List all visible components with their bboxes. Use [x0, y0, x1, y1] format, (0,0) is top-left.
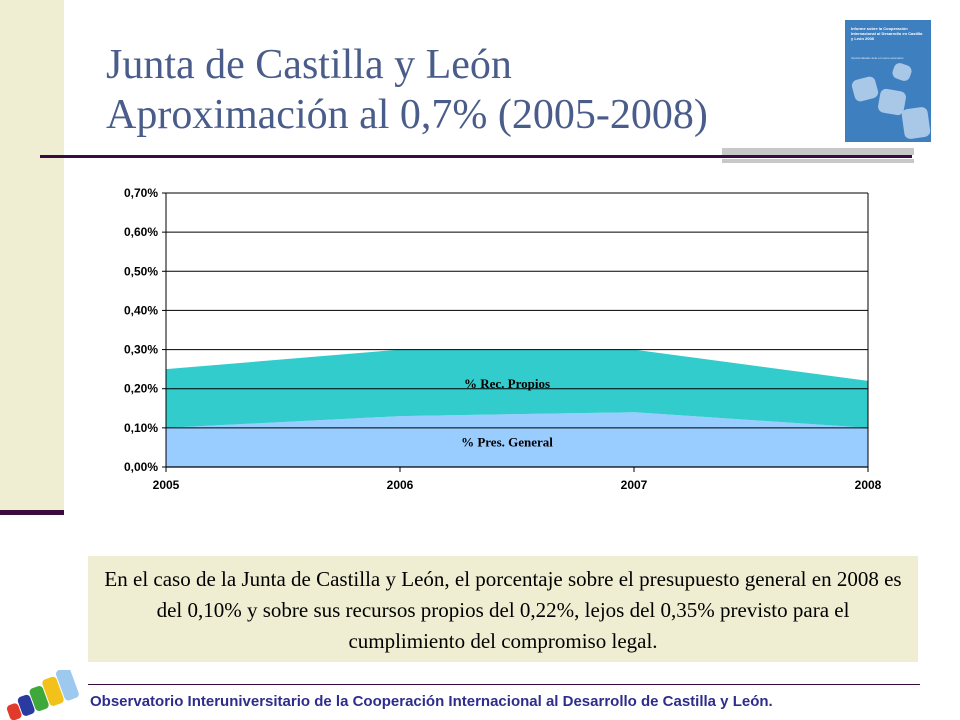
y-tick-label: 0,30% — [124, 343, 158, 357]
title-line-2: Aproximación al 0,7% (2005-2008) — [106, 92, 708, 138]
title-rule-accent-lower — [722, 159, 914, 163]
logo-segment-yellow — [42, 676, 64, 706]
logo-segment-red — [6, 703, 22, 720]
cover-title: Informe sobre la Cooperación Internacion… — [851, 26, 923, 41]
report-cover-image: Informe sobre la Cooperación Internacion… — [845, 20, 931, 142]
area-series-1 — [166, 412, 868, 467]
title-rule — [40, 155, 912, 158]
y-tick-label: 0,10% — [124, 421, 158, 435]
y-tick-label: 0,20% — [124, 382, 158, 396]
cover-subtitle: Oportunidades ante el nuevo escenario — [851, 56, 904, 60]
cover-shape — [890, 61, 914, 83]
logo-segment-lightblue — [55, 670, 79, 701]
cover-shape — [901, 106, 931, 140]
x-tick-label: 2007 — [621, 478, 648, 492]
footer-rule — [88, 684, 920, 685]
logo-segment-blue — [17, 694, 35, 716]
left-accent-underline — [0, 510, 64, 515]
x-tick-label: 2005 — [153, 478, 180, 492]
title-line-1: Junta de Castilla y León — [106, 42, 512, 88]
cover-shape — [850, 75, 880, 103]
series-label-rec-propios: % Rec. Propios — [464, 376, 550, 391]
y-tick-label: 0,70% — [124, 186, 158, 200]
stacked-area-chart: 0,00% 0,10% 0,20% 0,30% 0,40% 0,50% 0,60% 0,70%… — [90, 180, 890, 500]
left-accent-bar — [0, 0, 64, 512]
series-label-pres-general: % Pres. General — [461, 435, 553, 450]
title-rule-accent — [722, 148, 914, 155]
y-tick-label: 0,50% — [124, 264, 158, 278]
y-tick-label: 0,00% — [124, 460, 158, 474]
y-tick-label: 0,60% — [124, 225, 158, 239]
y-tick-label: 0,40% — [124, 303, 158, 317]
x-tick-label: 2008 — [855, 478, 882, 492]
observatory-logo — [6, 670, 79, 720]
logo-segment-green — [29, 685, 49, 712]
caption-text: En el caso de la Junta de Castilla y Leó… — [104, 567, 902, 653]
chart-svg: 0,00% 0,10% 0,20% 0,30% 0,40% 0,50% 0,60% 0,70%… — [124, 186, 882, 492]
x-tick-label: 2006 — [387, 478, 414, 492]
caption-box: En el caso de la Junta de Castilla y Leó… — [88, 556, 918, 662]
slide-title: Junta de Castilla y León Aproximación al… — [106, 40, 826, 140]
footer-text: Observatorio Interuniversitario de la Co… — [90, 693, 773, 710]
